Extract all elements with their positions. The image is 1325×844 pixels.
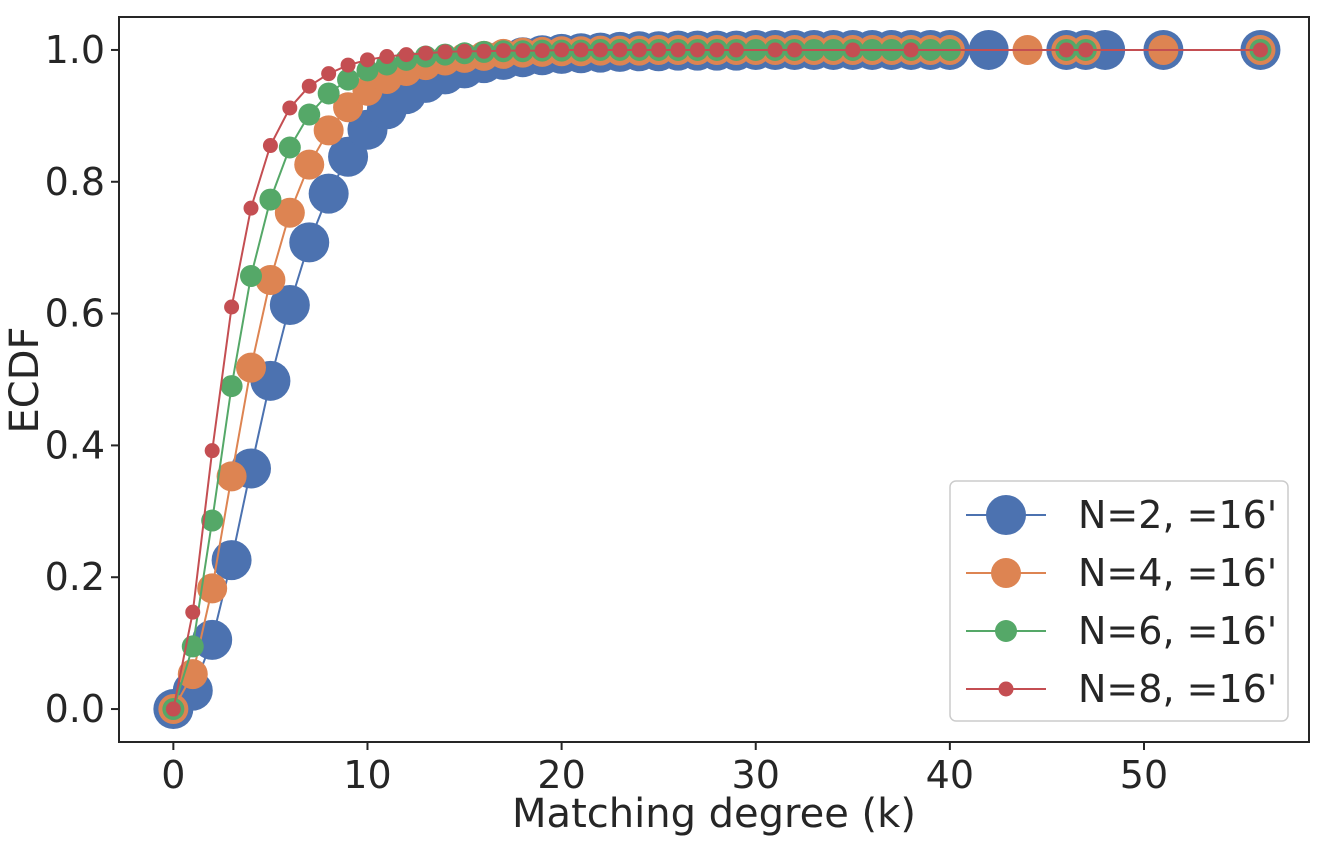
y-tick-label: 0.8 [45,160,105,204]
legend: N=2, =16' N=4, =16' N=6, =16' N=8, =16' [949,480,1289,722]
legend-marker [995,620,1017,642]
legend-label: N=8, =16' [1078,667,1277,711]
axes-layer: 0 10 20 30 40 50 0.0 0.2 0.4 0.6 0.8 1.0 [45,28,1169,797]
legend-marker [998,681,1014,697]
data-point [437,44,453,60]
y-tick-label: 0.2 [45,555,105,599]
data-point [294,149,325,180]
legend-item: N=4, =16' [966,551,1277,595]
series-layer [153,29,1281,730]
data-point [274,197,305,228]
data-point [903,42,919,58]
data-point [476,43,492,59]
data-point [301,78,317,94]
data-point [457,43,473,59]
legend-item: N=8, =16' [966,667,1277,711]
y-tick-label: 0.6 [45,292,105,336]
y-tick-label: 1.0 [45,28,105,72]
x-tick-label: 10 [343,753,391,797]
legend-item: N=2, =16' [966,493,1277,537]
data-point [321,66,337,82]
legend-box [949,480,1289,722]
data-point [1252,42,1268,58]
x-tick-label: 20 [537,753,585,797]
data-point [236,352,267,383]
data-point [515,43,531,59]
data-point [255,264,286,295]
legend-marker [986,495,1026,535]
data-point [612,42,628,58]
y-tick-label: 0.4 [45,423,105,467]
data-point [211,540,252,581]
data-point [495,43,511,59]
data-point [240,265,263,288]
data-point [269,285,310,326]
data-point [289,222,330,263]
data-point [177,659,208,690]
legend-label: N=4, =16' [1078,551,1277,595]
data-point [534,43,550,59]
data-point [631,42,647,58]
data-point [554,42,570,58]
legend-label: N=2, =16' [1078,493,1277,537]
data-point [592,42,608,58]
data-point [185,604,201,620]
data-point [1078,42,1094,58]
data-point [216,461,247,492]
data-point [308,173,349,214]
data-point [317,82,340,105]
x-tick-label: 40 [926,753,974,797]
data-point [204,443,220,459]
data-point [259,188,282,211]
data-point [651,42,667,58]
data-point [1058,42,1074,58]
y-axis-title: ECDF [2,326,48,433]
data-point [262,138,278,154]
data-point [340,57,356,73]
legend-label: N=6, =16' [1078,609,1277,653]
data-point [709,42,725,58]
data-point [398,47,414,63]
plot-frame [118,16,1310,743]
data-point [845,42,861,58]
data-point [670,42,686,58]
data-point [224,299,240,315]
data-point [298,103,321,126]
data-point [418,45,434,61]
x-tick-label: 50 [1120,753,1168,797]
data-point [165,701,181,717]
data-point [220,375,243,398]
x-axis-title: Matching degree (k) [512,791,916,837]
x-tick-label: 30 [732,753,780,797]
data-point [573,42,589,58]
legend-marker [991,558,1021,588]
data-point [379,49,395,65]
data-point [243,200,259,216]
data-point [359,52,375,68]
data-point [201,509,224,532]
data-point [278,136,301,159]
data-point [337,68,360,91]
data-point [282,100,298,116]
data-point [313,115,344,146]
legend-item: N=6, =16' [966,609,1277,653]
series-4 [165,42,1268,717]
y-tick-label: 0.0 [45,687,105,731]
data-point [689,42,705,58]
data-point [197,573,228,604]
data-point [728,42,744,58]
data-point [767,42,783,58]
data-point [787,42,803,58]
x-tick-label: 0 [161,753,185,797]
